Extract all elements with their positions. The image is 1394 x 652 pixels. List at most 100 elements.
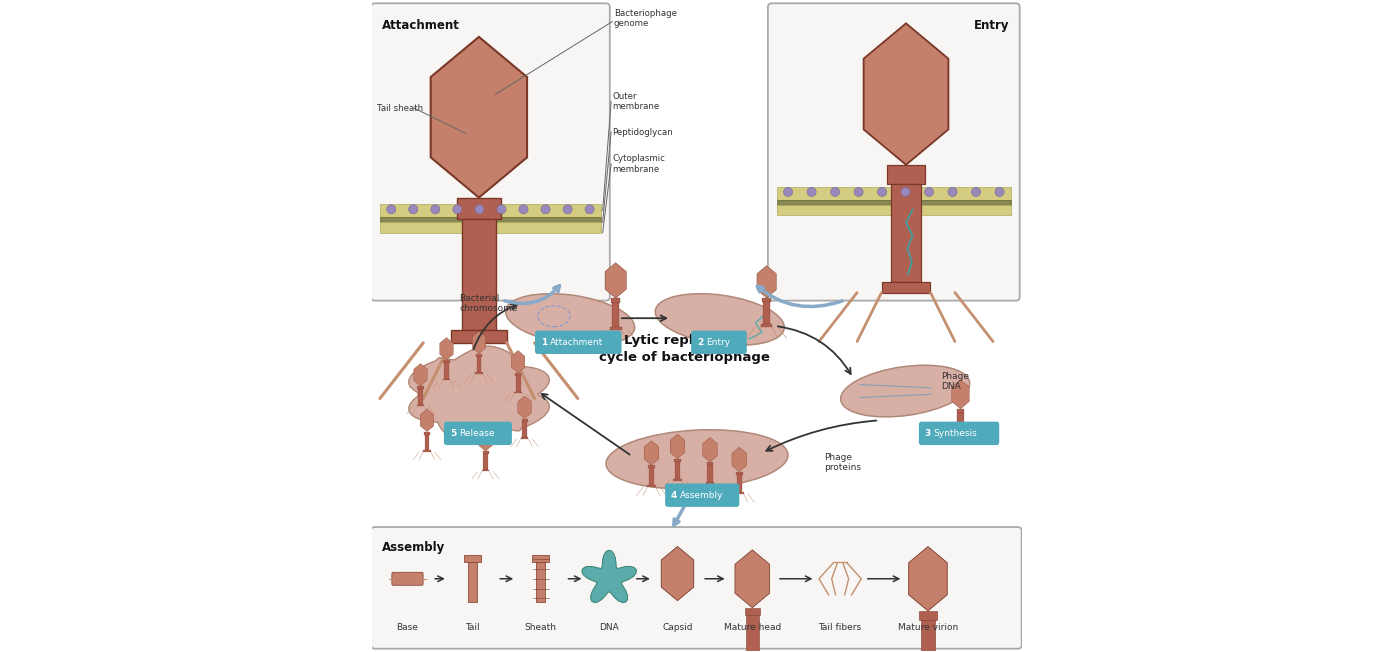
Ellipse shape	[841, 365, 970, 417]
Circle shape	[972, 187, 980, 196]
Bar	[891, 184, 921, 282]
Bar	[425, 435, 429, 450]
Bar	[648, 465, 655, 468]
Text: Attachment: Attachment	[382, 19, 460, 32]
Text: 2: 2	[697, 338, 703, 347]
Bar	[475, 372, 482, 374]
Circle shape	[386, 205, 396, 214]
Bar	[484, 454, 488, 469]
Circle shape	[585, 205, 594, 214]
Bar	[537, 556, 545, 602]
Bar	[457, 198, 500, 219]
Bar	[776, 186, 1011, 200]
Bar	[521, 437, 528, 439]
Polygon shape	[581, 550, 636, 602]
Bar	[675, 458, 680, 462]
Text: Entry: Entry	[974, 19, 1009, 32]
Polygon shape	[909, 546, 948, 611]
Bar	[956, 409, 965, 413]
Circle shape	[475, 205, 484, 214]
Text: Mature head: Mature head	[723, 623, 781, 632]
Polygon shape	[420, 409, 434, 432]
Bar	[609, 327, 622, 330]
Bar	[482, 451, 488, 454]
Circle shape	[541, 205, 551, 214]
Text: DNA: DNA	[599, 623, 619, 632]
Polygon shape	[661, 546, 694, 600]
FancyBboxPatch shape	[535, 331, 622, 354]
Text: 1: 1	[541, 338, 546, 347]
Text: Sheath: Sheath	[526, 623, 556, 632]
FancyBboxPatch shape	[371, 3, 609, 301]
Text: Phage
DNA: Phage DNA	[941, 372, 969, 391]
Bar	[468, 556, 477, 602]
Circle shape	[496, 205, 506, 214]
Polygon shape	[478, 428, 492, 451]
Text: Lytic replication
cycle of bacteriophage: Lytic replication cycle of bacteriophage	[598, 334, 769, 364]
Polygon shape	[671, 434, 684, 458]
Ellipse shape	[655, 293, 785, 346]
Bar	[761, 325, 772, 327]
Text: 4: 4	[671, 491, 677, 499]
Polygon shape	[703, 437, 718, 462]
Circle shape	[408, 205, 418, 214]
Bar	[514, 392, 521, 393]
FancyBboxPatch shape	[768, 3, 1019, 301]
Text: Release: Release	[459, 429, 495, 438]
Polygon shape	[864, 23, 948, 165]
Bar	[523, 422, 527, 437]
Bar	[381, 222, 601, 233]
Bar	[533, 555, 549, 563]
Text: Outer
membrane: Outer membrane	[612, 92, 659, 111]
Circle shape	[807, 187, 815, 196]
Bar	[424, 450, 431, 452]
Bar	[424, 432, 429, 435]
Bar	[477, 357, 481, 372]
Bar	[461, 219, 496, 331]
Bar	[417, 386, 424, 389]
FancyBboxPatch shape	[392, 572, 424, 585]
Bar	[955, 433, 966, 435]
FancyBboxPatch shape	[371, 527, 1022, 649]
Ellipse shape	[506, 293, 634, 346]
Bar	[746, 615, 758, 652]
Bar	[675, 462, 680, 479]
Polygon shape	[952, 380, 969, 409]
Text: Base: Base	[396, 623, 418, 632]
Circle shape	[948, 187, 958, 196]
Text: Phage
proteins: Phage proteins	[824, 453, 861, 472]
Circle shape	[855, 187, 863, 196]
Polygon shape	[439, 338, 453, 360]
Text: Synthesis: Synthesis	[934, 429, 977, 438]
Circle shape	[901, 187, 910, 196]
Circle shape	[831, 187, 839, 196]
Circle shape	[924, 187, 934, 196]
Text: Cytoplasmic
membrane: Cytoplasmic membrane	[612, 155, 665, 173]
Text: Attachment: Attachment	[551, 338, 604, 347]
Polygon shape	[517, 396, 531, 419]
Text: Capsid: Capsid	[662, 623, 693, 632]
FancyBboxPatch shape	[691, 331, 747, 354]
Circle shape	[431, 205, 441, 214]
Polygon shape	[431, 37, 527, 198]
Text: 5: 5	[450, 429, 456, 438]
Bar	[707, 465, 712, 482]
Bar	[647, 485, 655, 487]
Bar	[475, 353, 482, 357]
Bar	[673, 479, 682, 481]
FancyBboxPatch shape	[665, 483, 739, 507]
Circle shape	[453, 205, 461, 214]
Text: Assembly: Assembly	[680, 491, 723, 499]
Bar	[736, 475, 742, 492]
Text: Bacteriophage
genome: Bacteriophage genome	[613, 8, 676, 28]
Circle shape	[995, 187, 1004, 196]
Polygon shape	[644, 441, 659, 465]
Bar	[735, 492, 743, 494]
Circle shape	[519, 205, 528, 214]
Bar	[707, 462, 714, 465]
Text: Assembly: Assembly	[382, 541, 445, 554]
Polygon shape	[732, 447, 747, 471]
Bar	[516, 376, 520, 392]
Polygon shape	[414, 364, 427, 386]
Bar	[464, 555, 481, 563]
